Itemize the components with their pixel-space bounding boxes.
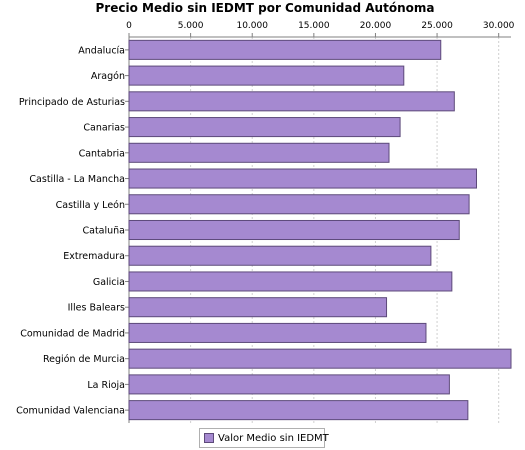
category-label: Aragón: [91, 71, 125, 82]
category-label: Cantabria: [79, 148, 125, 159]
category-labels: Andalucía Aragón Principado de Asturias Can…: [16, 45, 125, 416]
bar: [128, 117, 401, 138]
bar: [128, 65, 405, 86]
bar: [128, 194, 470, 215]
bar: [128, 39, 442, 60]
x-tick-label: 15.000: [298, 21, 330, 31]
bar: [128, 322, 427, 343]
bar: [128, 271, 453, 292]
category-label: Extremadura: [63, 251, 125, 262]
legend-label: Valor Medio sin IEDMT: [218, 432, 329, 444]
x-tick-label: 25.000: [421, 21, 453, 31]
chart-title: Precio Medio sin IEDMT por Comunidad Aut…: [96, 1, 435, 15]
category-label: Castilla - La Mancha: [29, 174, 125, 185]
category-label: Andalucía: [78, 45, 125, 56]
bar: [128, 142, 390, 163]
legend: Valor Medio sin IEDMT: [199, 428, 329, 448]
x-tick-label: 0: [126, 21, 132, 31]
bar: [128, 219, 460, 241]
bar: [128, 91, 455, 112]
category-label: Cataluña: [82, 226, 125, 237]
category-label: Comunidad Valenciana: [16, 406, 125, 417]
bar: [128, 374, 450, 395]
category-label: Canarias: [83, 123, 125, 134]
bar: [128, 348, 512, 369]
bar: [128, 168, 477, 189]
category-label: Comunidad de Madrid: [20, 328, 125, 339]
category-label: Región de Murcia: [43, 354, 125, 365]
bar: [128, 245, 432, 266]
category-label: Illes Balears: [68, 303, 125, 314]
bar-series: [128, 39, 512, 421]
x-tick-label: 10.000: [236, 21, 268, 31]
x-tick-label: 20.000: [360, 21, 392, 31]
category-label: Castilla y León: [56, 200, 125, 211]
category-label: Principado de Asturias: [19, 97, 125, 108]
bar: [128, 297, 388, 318]
legend-swatch: [204, 433, 214, 443]
x-tick-label: 5.000: [178, 21, 204, 31]
category-label: La Rioja: [87, 380, 125, 391]
bar: [128, 400, 469, 421]
x-tick-label: 30.000: [483, 21, 515, 31]
category-label: Galicia: [93, 277, 125, 288]
